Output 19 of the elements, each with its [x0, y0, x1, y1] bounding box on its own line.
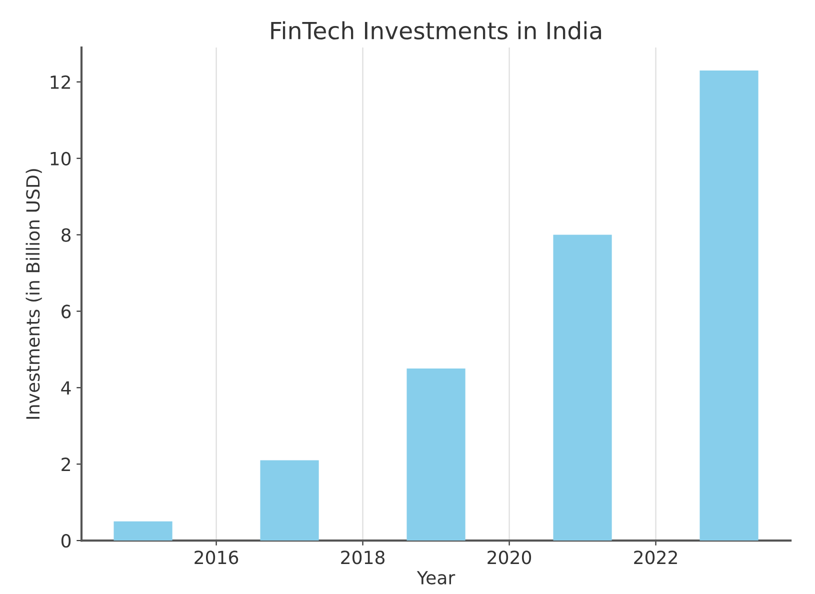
y-tick-label: 4 — [61, 381, 71, 395]
bar — [406, 368, 466, 541]
x-axis-title: Year — [416, 571, 456, 584]
y-tick-label: 2 — [62, 458, 70, 471]
x-tick-label: 2016 — [194, 550, 238, 564]
y-tick-label: 0 — [61, 534, 71, 548]
x-tick-label: 2018 — [341, 550, 385, 564]
x-tick-label: 2022 — [634, 550, 677, 564]
y-axis-title: Investments (in Billion USD) — [26, 169, 42, 419]
y-tick-label: 10 — [50, 152, 71, 166]
bar — [700, 70, 758, 541]
x-tick-label: 2020 — [488, 550, 532, 564]
chart-title: FinTech Investments in India — [271, 21, 602, 40]
bar — [114, 521, 172, 541]
bar — [553, 234, 612, 541]
y-tick-label: 6 — [62, 304, 71, 318]
y-tick-label: 12 — [50, 75, 70, 89]
bar — [260, 460, 319, 541]
y-tick-label: 8 — [62, 228, 71, 242]
